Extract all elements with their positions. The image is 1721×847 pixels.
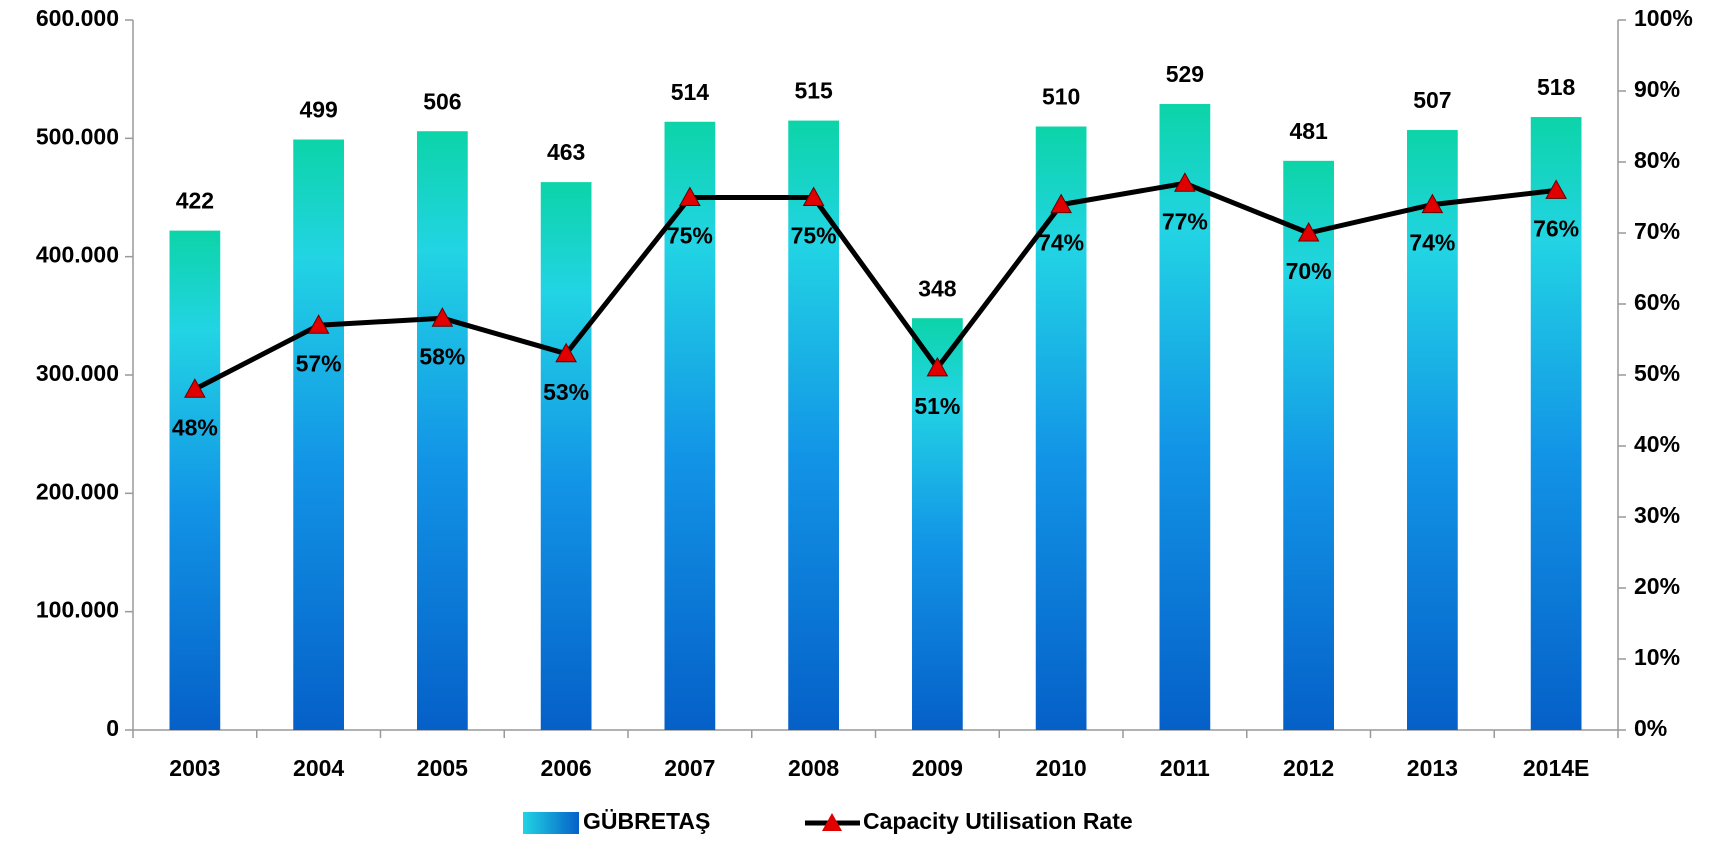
bar — [417, 131, 468, 730]
bar — [169, 230, 221, 730]
line-value-label: 76% — [1533, 215, 1579, 241]
y2-tick-label: 60% — [1634, 289, 1680, 315]
y2-tick-label: 80% — [1634, 147, 1680, 173]
x-tick-label: 2007 — [664, 755, 715, 781]
bar-value-label: 529 — [1166, 61, 1204, 87]
x-tick-label: 2010 — [1036, 755, 1087, 781]
y-tick-label: 0 — [106, 715, 119, 741]
y-tick-label: 200.000 — [36, 478, 119, 504]
line-value-label: 57% — [296, 350, 342, 376]
line-marker — [802, 186, 825, 206]
line-value-label: 51% — [914, 393, 960, 419]
bar — [1283, 160, 1334, 731]
line-value-label: 77% — [1162, 208, 1208, 234]
y-tick-label: 300.000 — [36, 360, 119, 386]
line-marker — [1050, 193, 1072, 214]
line-marker — [1174, 172, 1196, 192]
bar-value-label: 514 — [671, 79, 710, 105]
line-value-label: 53% — [543, 379, 589, 405]
line-marker — [1421, 193, 1444, 214]
x-tick-label: 2006 — [541, 755, 592, 781]
y2-tick-label: 100% — [1634, 5, 1693, 31]
line-marker — [926, 356, 949, 377]
line-marker — [679, 186, 701, 206]
bar-value-label: 499 — [299, 97, 337, 123]
line-value-label: 58% — [419, 343, 465, 369]
bar — [664, 121, 716, 731]
y2-tick-label: 90% — [1634, 76, 1680, 102]
bar-value-label: 348 — [918, 275, 957, 301]
bar-value-label: 510 — [1042, 84, 1080, 110]
x-tick-label: 2012 — [1283, 755, 1334, 781]
y2-tick-label: 0% — [1634, 715, 1667, 741]
bar — [1159, 104, 1211, 731]
bar-value-label: 422 — [176, 188, 214, 214]
x-tick-label: 2004 — [293, 755, 344, 781]
bar — [1035, 126, 1087, 730]
x-tick-label: 2003 — [169, 755, 220, 781]
x-tick-label: 2013 — [1407, 755, 1458, 781]
x-tick-label: 2009 — [912, 755, 963, 781]
line-marker — [1297, 221, 1320, 242]
y2-tick-label: 50% — [1634, 360, 1680, 386]
y2-tick-label: 40% — [1634, 431, 1680, 457]
line-value-label: 74% — [1038, 230, 1084, 256]
line-marker — [307, 314, 330, 334]
bar-value-label: 481 — [1289, 118, 1328, 144]
line — [193, 180, 1557, 392]
y-tick-label: 100.000 — [36, 597, 119, 623]
line-marker — [184, 378, 206, 398]
y-tick-label: 600.000 — [36, 5, 119, 31]
line-value-label: 74% — [1409, 230, 1455, 256]
bar — [788, 120, 839, 731]
bar — [912, 318, 963, 730]
legend-swatch — [523, 812, 579, 834]
legend-label: GÜBRETAŞ — [583, 808, 710, 834]
y2-tick-label: 70% — [1634, 218, 1680, 244]
y2-tick-label: 10% — [1634, 644, 1680, 670]
legend-marker — [822, 813, 842, 831]
line-value-label: 48% — [172, 414, 218, 440]
y2-tick-label: 20% — [1634, 573, 1680, 599]
x-tick-label: 2005 — [417, 755, 468, 781]
line-value-label: 75% — [667, 223, 713, 249]
x-tick-label: 2011 — [1160, 755, 1210, 781]
y-tick-label: 500.000 — [36, 123, 119, 149]
line-marker — [1545, 179, 1567, 199]
y2-tick-label: 30% — [1634, 502, 1680, 528]
bar-value-label: 507 — [1413, 87, 1451, 113]
bar — [1530, 117, 1582, 731]
x-tick-label: 2014E — [1523, 755, 1590, 781]
y-tick-label: 400.000 — [36, 242, 119, 268]
line-marker — [555, 342, 577, 363]
bar — [540, 182, 592, 730]
legend-label: Capacity Utilisation Rate — [863, 808, 1133, 834]
bar — [293, 139, 344, 730]
bar-value-label: 506 — [423, 88, 461, 114]
line-marker — [431, 307, 454, 327]
bar-value-label: 515 — [794, 78, 833, 104]
line-value-label: 75% — [791, 223, 837, 249]
bar-value-label: 518 — [1537, 74, 1576, 100]
line-value-label: 70% — [1286, 258, 1332, 284]
bar — [1407, 130, 1458, 731]
x-tick-label: 2008 — [788, 755, 839, 781]
bar-value-label: 463 — [547, 139, 585, 165]
